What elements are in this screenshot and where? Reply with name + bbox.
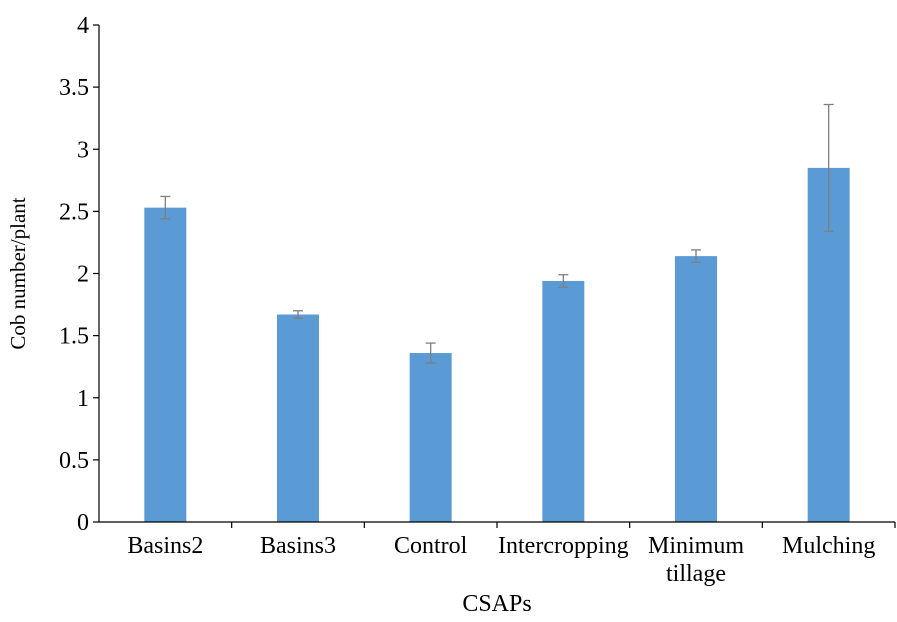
x-category-label-line: Basins3 [260, 533, 336, 559]
x-category-label: Basins3 [260, 533, 336, 559]
x-category-label-line: Mulching [782, 533, 875, 559]
x-category-label: Intercropping [498, 533, 629, 559]
bar-basins2 [144, 207, 187, 522]
error-bar [160, 195, 171, 220]
x-category-label: Minimum tillage [648, 533, 744, 587]
error-bar [425, 342, 436, 364]
y-tick-label: 2 [77, 262, 89, 288]
x-category-label: Basins2 [127, 533, 203, 559]
error-bar [558, 274, 569, 288]
bar-intercropping [542, 280, 585, 522]
bar-control [409, 353, 452, 522]
y-tick-label: 1.5 [59, 324, 89, 350]
y-tick-label: 3.5 [59, 75, 89, 101]
y-tick-label: 3 [77, 137, 89, 163]
error-bar [691, 249, 701, 263]
bars-layer [144, 167, 896, 528]
bar-minimum-tillage [675, 256, 717, 522]
bar-basins3 [277, 314, 319, 522]
y-ticks-layer: 0 0.5 1 1.5 2 2.5 3 3.5 4 [59, 13, 99, 536]
error-bar [823, 103, 834, 232]
y-axis-title: Cob number/plant [6, 197, 30, 349]
axes-layer [98, 25, 895, 523]
x-category-label-line: Control [394, 533, 468, 559]
error-bar [293, 310, 303, 319]
y-tick-label: 0 [77, 510, 89, 536]
x-category-label: Mulching [782, 533, 875, 559]
y-tick-label: 1 [77, 386, 89, 412]
x-category-label-line: Minimum [648, 533, 744, 559]
y-tick-label: 4 [77, 13, 89, 39]
x-category-label-line: Intercropping [498, 533, 629, 559]
y-tick-label: 0.5 [59, 448, 89, 474]
x-category-label-line: Basins2 [127, 533, 203, 559]
error-bars-layer [160, 103, 834, 364]
y-tick-label: 2.5 [59, 199, 89, 225]
x-category-labels: Basins2 Basins3 Control Intercropping Minimu… [127, 533, 875, 587]
x-category-label-line: tillage [666, 561, 726, 587]
x-category-label: Control [394, 533, 468, 559]
x-axis-title: CSAPs [462, 591, 531, 617]
